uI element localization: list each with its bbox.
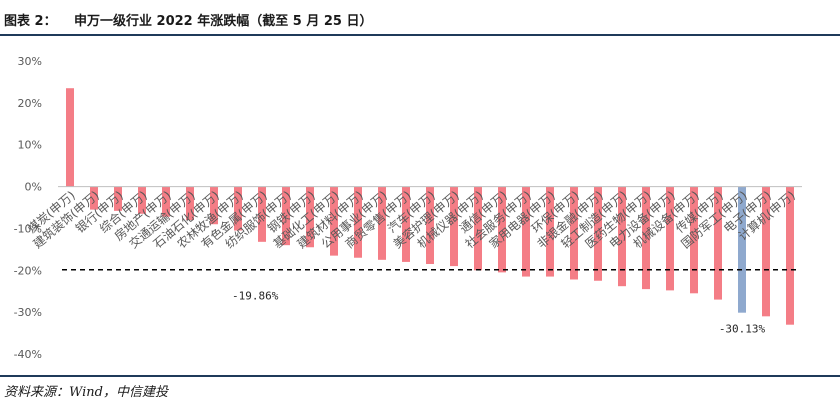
source-note: 资料来源：Wind，中信建投 — [4, 385, 168, 400]
y-axis-ticks: 30% 20% 10% 0% -10% -20% -30% -40% — [14, 55, 42, 361]
bar — [714, 186, 722, 300]
bar — [210, 186, 218, 225]
bar — [570, 186, 578, 280]
bar — [762, 186, 770, 317]
bar — [450, 186, 458, 267]
bar — [786, 186, 794, 325]
bar — [186, 186, 194, 221]
bar — [138, 186, 146, 214]
figure-title: 申万一级行业 2022 年涨跌幅（截至 5 月 25 日） — [74, 14, 373, 29]
y-tick-label: 20% — [18, 97, 42, 110]
y-tick-label: 0% — [25, 181, 42, 194]
bar — [522, 186, 530, 277]
bar — [306, 186, 314, 248]
bar — [282, 186, 290, 246]
y-tick-label: -20% — [14, 264, 42, 277]
bar-chart: 30% 20% 10% 0% -10% -20% -30% -40% -19.86% -30.… — [14, 55, 802, 361]
bar — [618, 186, 626, 287]
bar — [402, 186, 410, 262]
y-tick-label: -10% — [14, 222, 42, 235]
bar — [258, 186, 266, 242]
figure-header: 图表 2： 申万一级行业 2022 年涨跌幅（截至 5 月 25 日） — [0, 0, 840, 34]
bar — [498, 186, 506, 273]
bar — [234, 186, 242, 231]
top-rule — [0, 34, 840, 36]
highlight-bar-label: -30.13% — [719, 323, 766, 336]
bar — [330, 186, 338, 256]
bar — [426, 186, 434, 265]
bar — [66, 88, 74, 187]
bar — [114, 186, 122, 211]
bar — [642, 186, 650, 290]
bar — [90, 186, 98, 210]
y-tick-label: -30% — [14, 306, 42, 319]
bottom-rule — [0, 375, 840, 377]
y-tick-label: 30% — [18, 55, 42, 68]
bar — [666, 186, 674, 291]
reference-line-label: -19.86% — [232, 290, 279, 303]
bar — [378, 186, 386, 260]
bar — [594, 186, 602, 281]
y-tick-label: 10% — [18, 139, 42, 152]
highlight-bar — [738, 186, 746, 313]
y-tick-label: -40% — [14, 348, 42, 361]
bar — [474, 186, 482, 271]
category-labels: 煤炭(申万)建筑装饰(申万)银行(申万)综合(申万)房地产(申万)交通运输(申万… — [25, 187, 798, 251]
figure-label: 图表 2： — [4, 14, 57, 29]
bar — [162, 186, 170, 217]
bar — [546, 186, 554, 277]
bar — [690, 186, 698, 294]
bar-series — [66, 88, 794, 325]
bar — [354, 186, 362, 258]
